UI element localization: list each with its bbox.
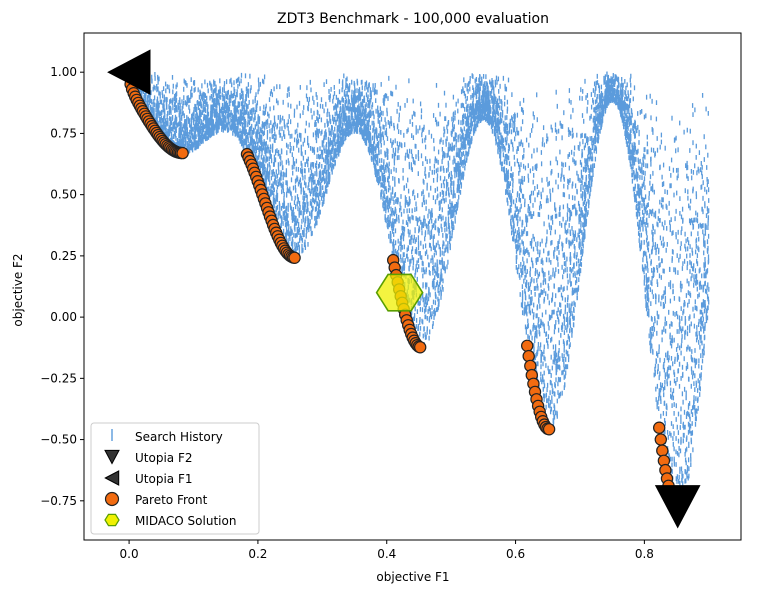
pareto-point [542, 423, 556, 436]
legend-symbols [104, 429, 120, 527]
pareto-point [288, 251, 301, 264]
legend-label-search-history: Search History [135, 430, 223, 444]
x-tick-label: 0.2 [248, 547, 267, 561]
pareto-point [176, 146, 189, 160]
legend-label-midaco-solution: MIDACO Solution [135, 514, 236, 528]
legend-label-pareto-front: Pareto Front [135, 493, 208, 507]
y-axis-label: objective F2 [11, 253, 25, 326]
axes-frame [83, 32, 742, 541]
x-tick-label: 0.0 [120, 547, 139, 561]
legend-symbol-utopia-f1 [104, 470, 120, 486]
pareto-point [521, 339, 534, 352]
pareto-point [414, 341, 427, 354]
x-axis-label: objective F1 [376, 570, 449, 584]
midaco-solution-marker [375, 273, 424, 312]
y-tick-label: −0.75 [40, 494, 77, 508]
legend-frame [90, 422, 260, 535]
legend-label-utopia-f2: Utopia F2 [135, 451, 193, 465]
pareto-point [656, 444, 669, 457]
y-tick-label: 0.50 [50, 188, 77, 202]
utopia-f2-marker [654, 485, 701, 529]
y-tick-label: 0.25 [50, 249, 77, 263]
legend-symbol-midaco-solution [104, 513, 120, 527]
axes: 0.0 0.2 0.4 0.6 0.8 −0.75 −0.50 −0.25 0.00 0.25 0.… [40, 32, 742, 561]
legend: Search History Utopia F2 Utopia F1 Paret… [90, 422, 260, 535]
search-history-marks [128, 71, 710, 507]
y-tick-label: −0.50 [40, 433, 77, 447]
pareto-point [654, 433, 668, 446]
y-tick-label: 0.00 [50, 310, 77, 324]
y-tick-label: 0.75 [50, 126, 77, 140]
x-tick-label: 0.8 [635, 547, 654, 561]
utopia-f1-marker [107, 49, 151, 96]
legend-symbol-pareto-front [104, 491, 120, 507]
y-tick-label: 1.00 [50, 65, 77, 79]
plot-area [107, 49, 710, 529]
legend-label-utopia-f1: Utopia F1 [135, 472, 193, 486]
y-tick-label: −0.25 [40, 371, 77, 385]
x-tick-label: 0.4 [377, 547, 396, 561]
search-history-series [128, 71, 710, 507]
legend-symbol-utopia-f2 [104, 449, 120, 465]
chart-title: ZDT3 Benchmark - 100,000 evaluation [277, 11, 549, 27]
pareto-point [653, 421, 666, 434]
x-tick-label: 0.6 [506, 547, 525, 561]
